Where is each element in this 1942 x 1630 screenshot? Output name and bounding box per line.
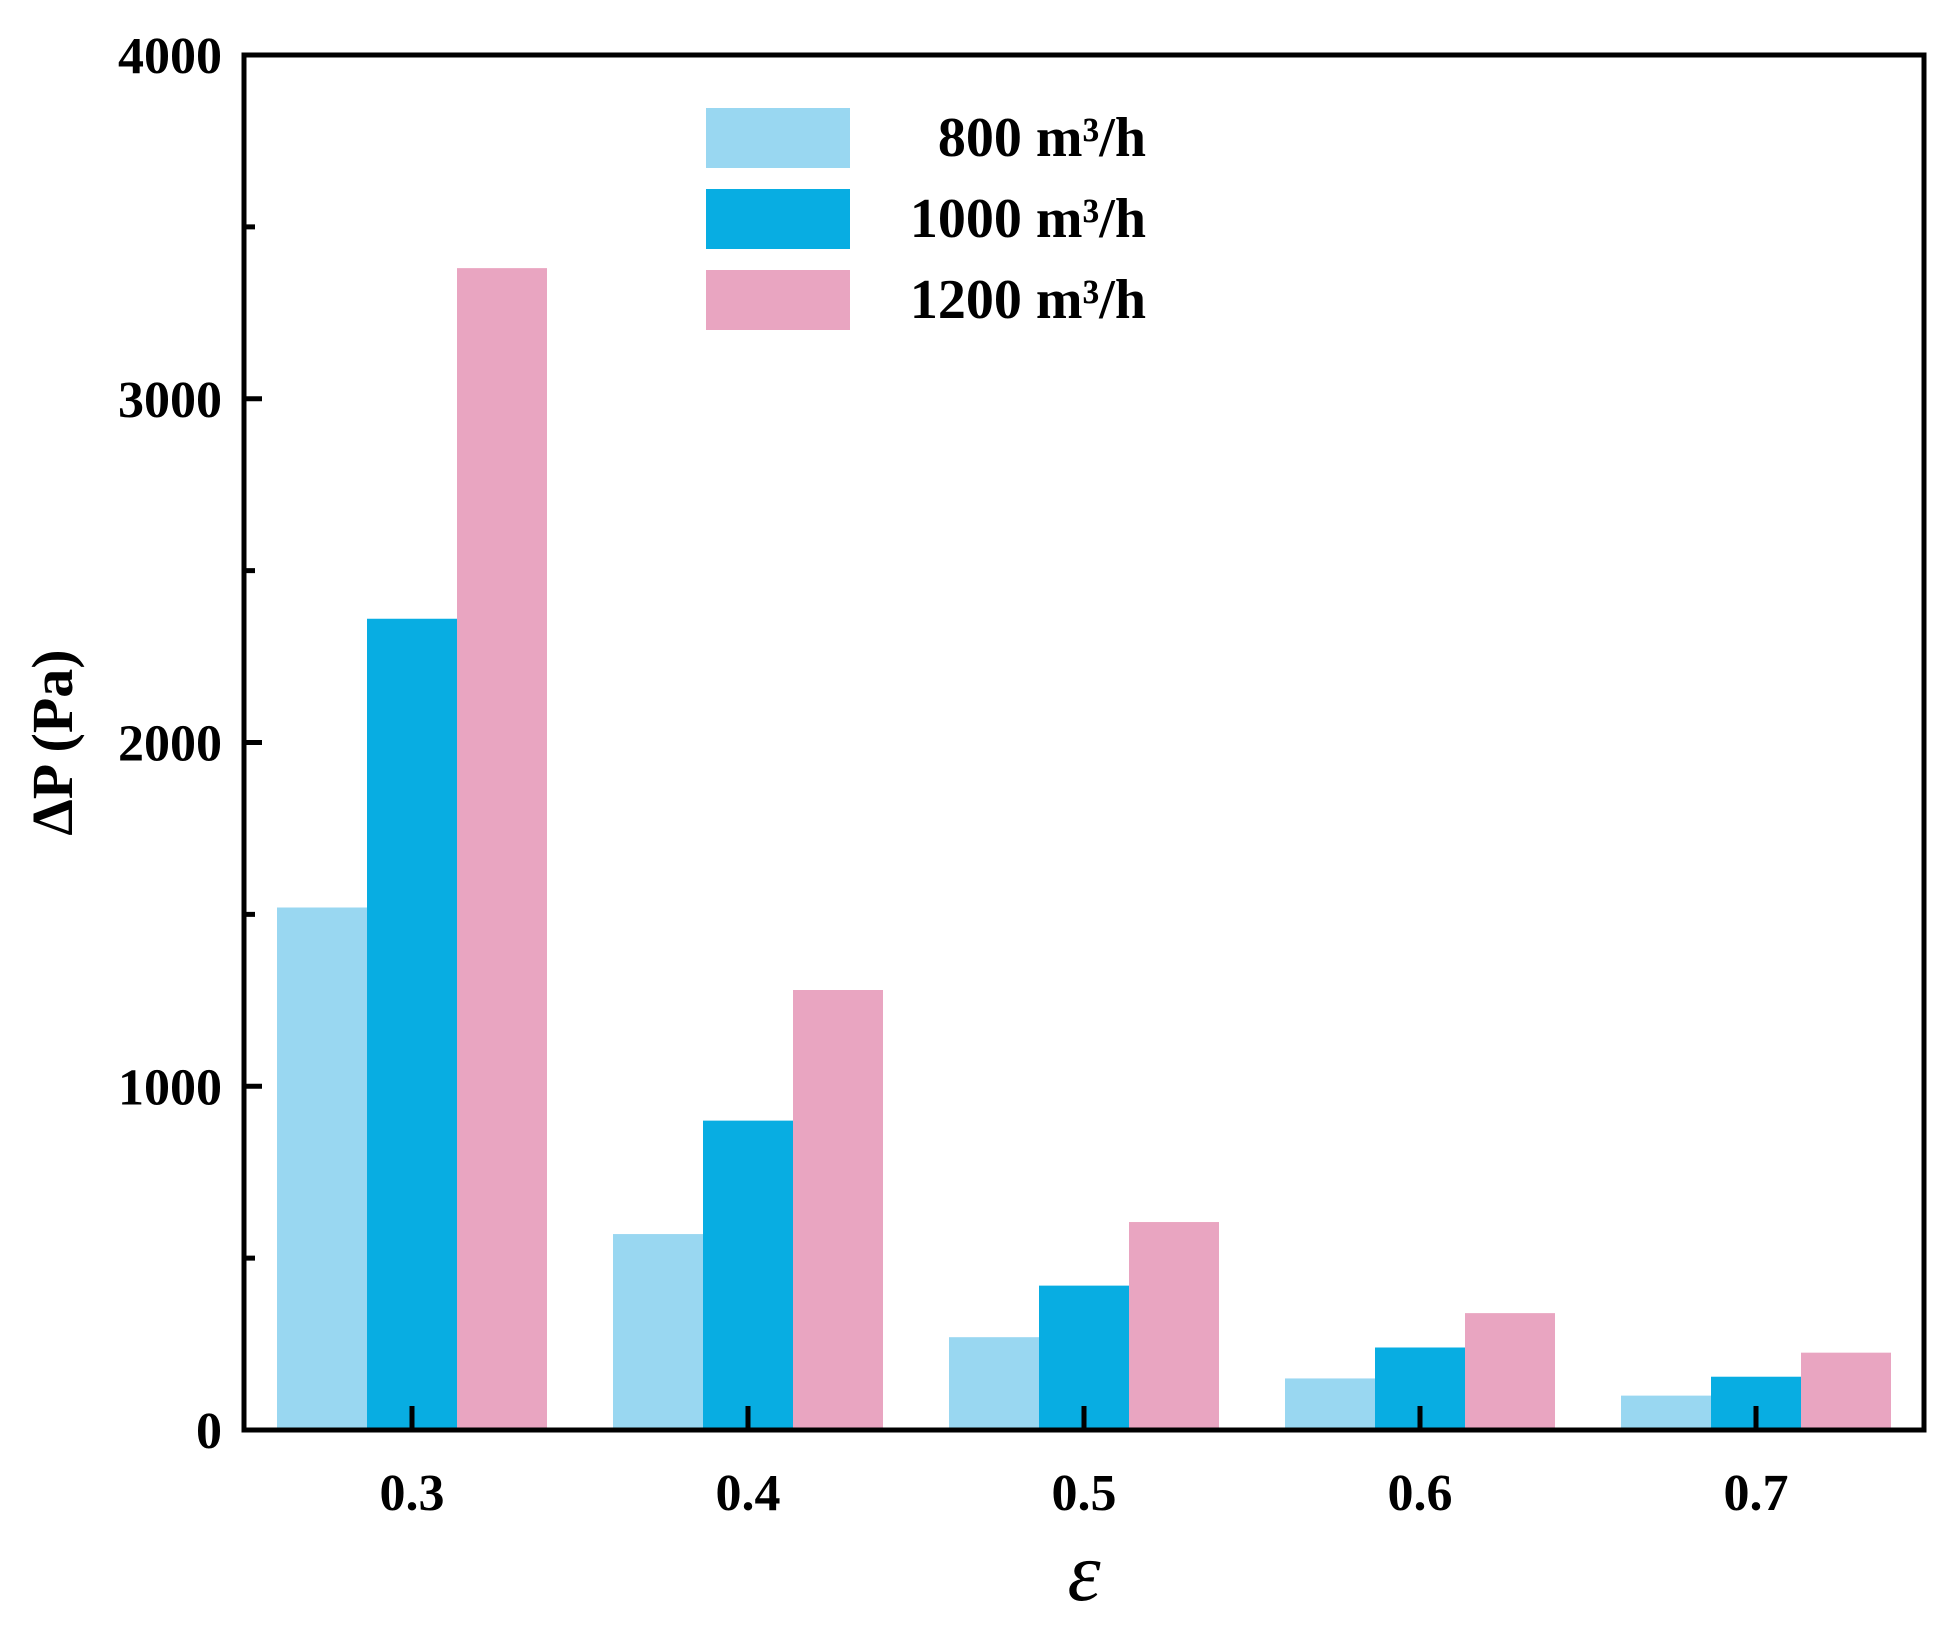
bar-800-0.3 bbox=[277, 907, 367, 1430]
y-tick-label-1000: 1000 bbox=[118, 1059, 222, 1116]
legend-swatch-1200 bbox=[706, 270, 850, 330]
legend-label-1000: 1000 m³/h bbox=[910, 188, 1146, 250]
bars-layer bbox=[277, 268, 1891, 1430]
y-tick-label-0: 0 bbox=[196, 1403, 222, 1460]
y-tick-label-3000: 3000 bbox=[118, 372, 222, 429]
x-tick-label-0.6: 0.6 bbox=[1388, 1465, 1453, 1522]
y-axis-title: ΔP (Pa) bbox=[20, 649, 85, 835]
x-axis-title: ε bbox=[1067, 1526, 1101, 1619]
plot-frame bbox=[241, 52, 1927, 1433]
y-tick-label-4000: 4000 bbox=[118, 28, 222, 85]
legend-swatch-800 bbox=[706, 108, 850, 168]
legend: 800 m³/h 1000 m³/h 1200 m³/h bbox=[706, 107, 1146, 331]
bar-800-0.5 bbox=[949, 1337, 1039, 1430]
legend-swatch-1000 bbox=[706, 189, 850, 249]
tick-labels-layer: 0 1000 2000 3000 4000 0.3 0.4 0.5 0.6 0.7 bbox=[118, 28, 1789, 1522]
legend-label-1200: 1200 m³/h bbox=[910, 269, 1146, 331]
bar-1200-0.7 bbox=[1801, 1352, 1891, 1430]
bar-1200-0.4 bbox=[793, 990, 883, 1430]
legend-label-800: 800 m³/h bbox=[938, 107, 1146, 169]
bar-800-0.4 bbox=[613, 1234, 703, 1430]
bar-1000-0.4 bbox=[703, 1120, 793, 1430]
bar-800-0.7 bbox=[1621, 1395, 1711, 1430]
bar-1200-0.3 bbox=[457, 268, 547, 1430]
x-tick-label-0.4: 0.4 bbox=[716, 1465, 781, 1522]
bar-1200-0.5 bbox=[1129, 1222, 1219, 1430]
x-tick-label-0.3: 0.3 bbox=[380, 1465, 445, 1522]
bar-1200-0.6 bbox=[1465, 1313, 1555, 1430]
x-tick-label-0.7: 0.7 bbox=[1724, 1465, 1789, 1522]
bar-1000-0.3 bbox=[367, 618, 457, 1430]
bar-800-0.6 bbox=[1285, 1378, 1375, 1430]
y-tick-label-2000: 2000 bbox=[118, 716, 222, 773]
bar-1000-0.5 bbox=[1039, 1285, 1129, 1430]
x-tick-label-0.5: 0.5 bbox=[1052, 1465, 1117, 1522]
